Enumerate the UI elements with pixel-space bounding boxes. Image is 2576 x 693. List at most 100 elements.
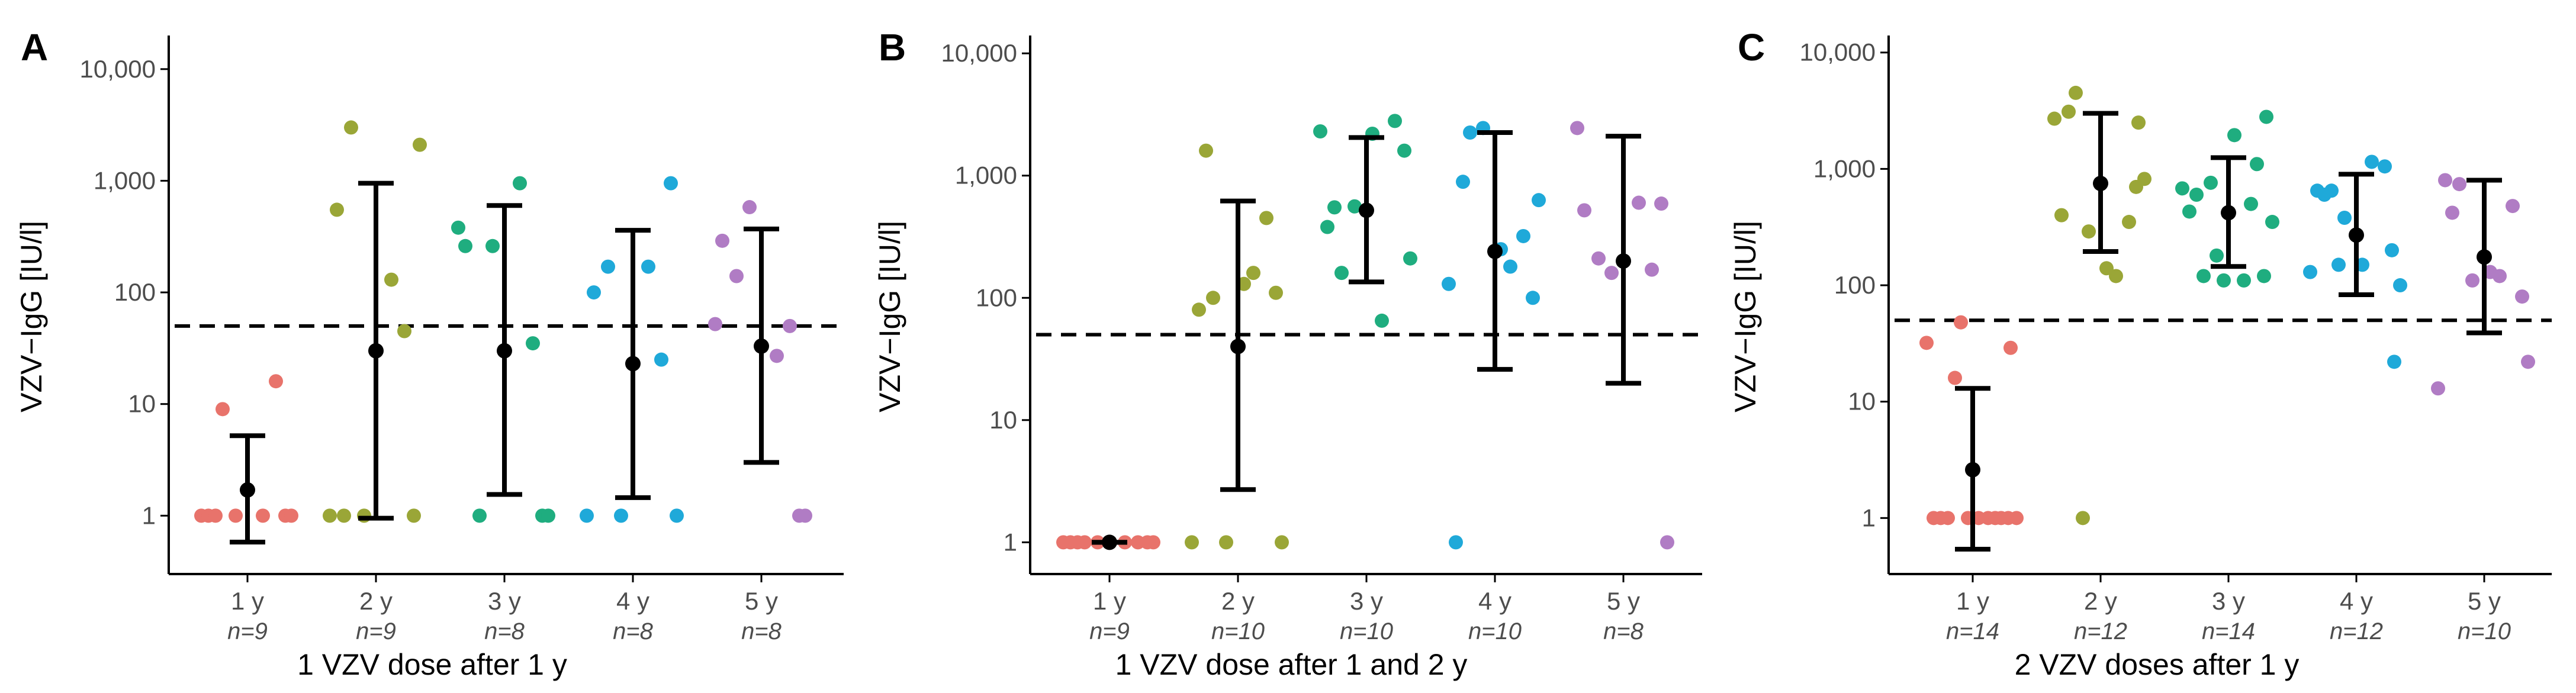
data-point xyxy=(2109,269,2123,283)
mean-point xyxy=(1487,243,1503,259)
data-point xyxy=(485,238,500,253)
data-point xyxy=(1442,276,1456,291)
x-axis-label: 2 VZV doses after 1 y xyxy=(2015,648,2300,681)
y-tick-label: 100 xyxy=(976,283,1017,311)
mean-point xyxy=(1230,339,1246,354)
data-point xyxy=(323,508,337,523)
data-point xyxy=(2445,205,2459,220)
data-point xyxy=(513,176,527,191)
data-point xyxy=(208,508,223,523)
data-point xyxy=(2506,199,2520,214)
y-tick-label: 1 xyxy=(1862,504,1876,531)
data-point xyxy=(708,317,722,331)
mean-point xyxy=(625,356,641,372)
n-label: n=10 xyxy=(1340,618,1393,644)
data-point xyxy=(1388,114,1402,128)
data-point xyxy=(1348,199,1362,214)
data-point xyxy=(2365,154,2379,169)
mean-point xyxy=(240,482,255,498)
panel-a: A VZV−IgG [IU/l] 1 VZV dose after 1 y 1 1… xyxy=(15,26,844,681)
data-point xyxy=(1334,266,1349,281)
data-point xyxy=(1463,125,1477,140)
y-tick-label: 100 xyxy=(114,278,156,306)
data-point xyxy=(2237,273,2251,288)
y-axis-label: VZV−IgG [IU/l] xyxy=(15,221,48,412)
n-label: n=8 xyxy=(741,618,782,644)
data-point xyxy=(330,202,344,217)
data-point xyxy=(407,508,421,523)
data-point xyxy=(1269,285,1283,300)
data-point xyxy=(2210,248,2224,263)
data-point xyxy=(2062,104,2076,119)
panel-c: C VZV−IgG [IU/l] 2 VZV doses after 1 y 1… xyxy=(1729,26,2552,681)
data-point xyxy=(1660,535,1674,550)
data-point xyxy=(2175,181,2189,196)
data-point xyxy=(2099,261,2114,276)
data-point xyxy=(2257,269,2271,283)
data-point xyxy=(2001,511,2015,526)
data-point xyxy=(2047,111,2062,126)
x-tick-label: 1 y xyxy=(1093,587,1126,615)
x-tick-label: 3 y xyxy=(1350,587,1383,615)
x-tick-label: 1 y xyxy=(231,587,264,615)
data-point xyxy=(2337,211,2352,225)
data-point xyxy=(2452,177,2466,192)
n-label: n=12 xyxy=(2330,618,2383,644)
y-tick-label: 10,000 xyxy=(1800,38,1876,66)
data-point xyxy=(284,508,298,523)
data-point xyxy=(2122,215,2136,230)
n-label: n=9 xyxy=(356,618,396,644)
n-label: n=10 xyxy=(1211,618,1265,644)
y-tick-label: 10 xyxy=(1848,388,1876,415)
data-point xyxy=(798,508,812,523)
mean-point xyxy=(368,343,384,359)
data-point xyxy=(1577,203,1591,218)
data-point xyxy=(1185,535,1199,550)
data-point xyxy=(587,285,601,300)
data-point xyxy=(770,349,784,363)
data-point xyxy=(2438,173,2452,188)
data-point xyxy=(216,402,230,417)
x-tick-label: 4 y xyxy=(1478,587,1511,615)
data-point xyxy=(715,233,729,248)
mean-point xyxy=(2477,249,2492,265)
data-point xyxy=(1570,121,1584,136)
data-point xyxy=(1313,124,1327,139)
data-point xyxy=(2069,85,2083,100)
data-point xyxy=(1320,220,1334,234)
data-point xyxy=(2378,159,2392,174)
data-point xyxy=(1275,535,1289,550)
data-point xyxy=(1988,511,2002,526)
x-tick-label: 2 y xyxy=(2084,587,2117,615)
data-point xyxy=(2217,273,2231,288)
panel-b: B VZV−IgG [IU/l] 1 VZV dose after 1 and … xyxy=(873,26,1702,681)
data-point xyxy=(1526,291,1540,305)
n-label: n=9 xyxy=(1089,618,1130,644)
data-point xyxy=(2129,179,2143,194)
x-tick-label: 2 y xyxy=(359,587,393,615)
x-tick-label: 4 y xyxy=(616,587,649,615)
data-point xyxy=(2082,224,2096,239)
n-label: n=14 xyxy=(1946,618,1999,644)
data-point xyxy=(2515,289,2529,304)
x-tick-label: 3 y xyxy=(488,587,521,615)
mean-point xyxy=(2349,227,2364,243)
data-point xyxy=(1219,535,1233,550)
data-point xyxy=(1206,291,1220,305)
y-tick-label: 10,000 xyxy=(941,39,1017,67)
y-tick-label: 10 xyxy=(989,406,1017,434)
data-point xyxy=(641,259,655,274)
data-point xyxy=(526,336,540,351)
data-point xyxy=(670,508,684,523)
data-point xyxy=(2189,188,2204,202)
y-tick-label: 10,000 xyxy=(80,55,156,83)
data-point xyxy=(729,269,744,283)
data-point xyxy=(2003,340,2018,355)
data-point xyxy=(1146,535,1160,550)
data-point xyxy=(256,508,270,523)
data-point xyxy=(2387,354,2401,369)
data-point xyxy=(1516,228,1530,243)
data-point xyxy=(1397,143,1411,158)
x-tick-label: 5 y xyxy=(745,587,778,615)
